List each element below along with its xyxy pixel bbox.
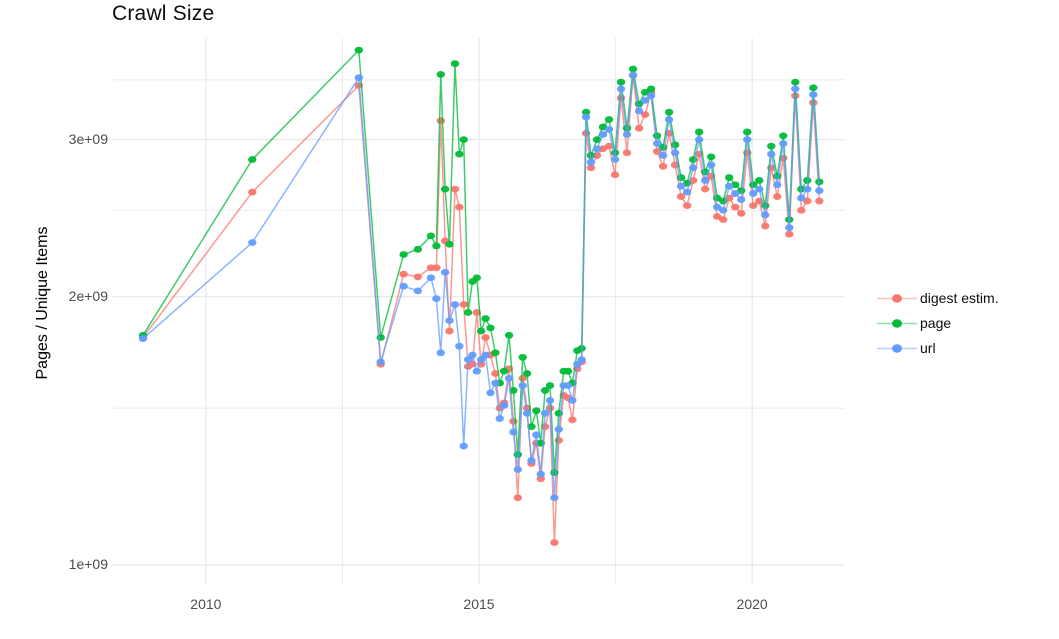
- x-tick-label: 2020: [736, 596, 768, 612]
- x-tick-label: 2015: [463, 596, 495, 612]
- legend-label-digest: digest estim.: [920, 290, 999, 306]
- legend-key-page-icon: [875, 311, 919, 336]
- plot-panel: [113, 38, 845, 585]
- y-tick-label: 1e+09: [68, 556, 108, 573]
- page-title: Crawl Size: [112, 2, 215, 25]
- x-tick-label: 2010: [190, 596, 222, 612]
- legend-label-url: url: [920, 340, 936, 356]
- legend-label-page: page: [920, 315, 952, 331]
- legend-item-digest[interactable]: digest estim.: [865, 286, 1055, 311]
- series-digest-estim: [138, 72, 824, 546]
- legend-item-url[interactable]: url: [865, 336, 1055, 361]
- series-page: [138, 46, 824, 476]
- legend-key-digest-icon: [875, 286, 919, 311]
- y-tick-label: 2e+09: [68, 287, 108, 304]
- series-url: [138, 71, 824, 502]
- legend-item-page[interactable]: page: [865, 311, 1055, 336]
- y-tick-label: 3e+09: [68, 130, 108, 147]
- legend: digest estim. page url: [865, 286, 1055, 361]
- legend-key-url-icon: [875, 336, 919, 361]
- y-axis-ticks: 1e+09 2e+09 3e+09: [28, 0, 108, 639]
- plot-svg: [113, 38, 845, 585]
